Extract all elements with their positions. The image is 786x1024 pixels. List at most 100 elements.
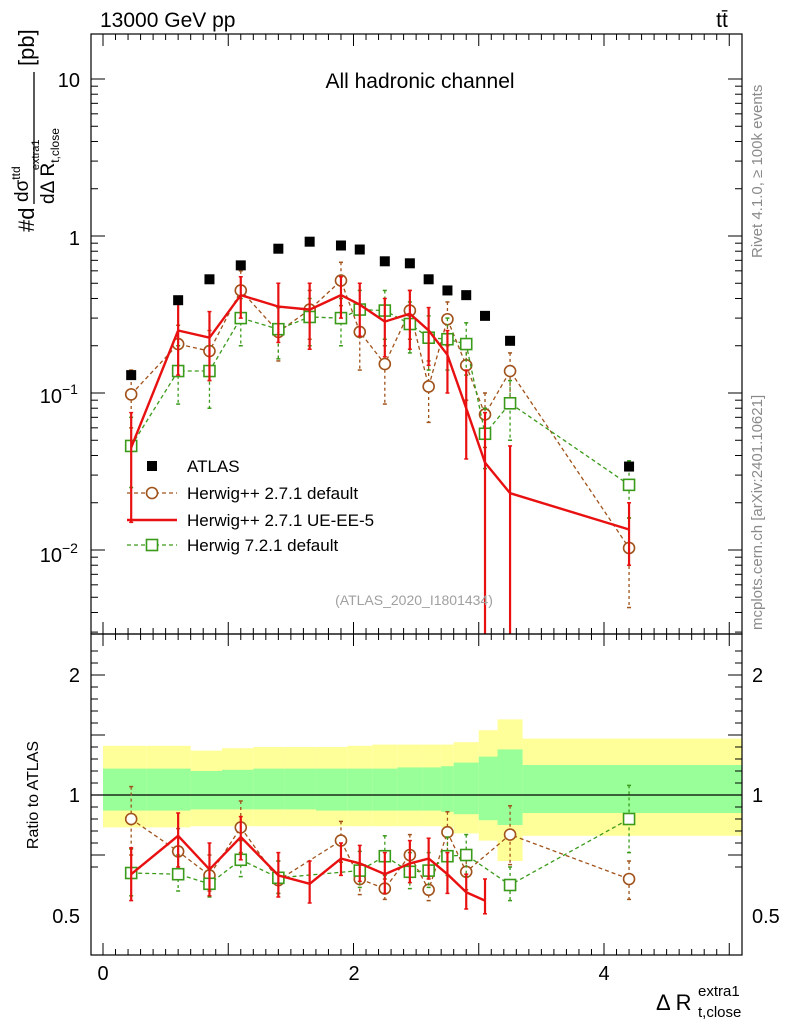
ytick-ratio-0.5: 0.5 <box>52 906 80 928</box>
band-green <box>190 771 222 810</box>
svg-text:[pb]: [pb] <box>14 29 39 66</box>
atlas-point <box>304 236 315 247</box>
svg-text:#d: #d <box>14 208 39 232</box>
svg-text:t,close: t,close <box>698 1004 741 1021</box>
band-green <box>397 767 423 811</box>
process-label: tt̄ <box>716 9 728 32</box>
band-green <box>253 768 285 810</box>
atlas-point <box>126 370 137 381</box>
ratio-herwigpp-default-line <box>130 818 630 892</box>
x-axis-label: Δ R extra1 t,close <box>656 983 741 1021</box>
band-green <box>146 768 191 811</box>
atlas-point <box>404 258 415 269</box>
ytick-top-1: 1 <box>69 228 80 250</box>
y-axis-label-ratio: Ratio to ATLAS <box>25 741 42 849</box>
legend-entry: ATLAS <box>147 457 240 476</box>
ytick-top-10: 10 <box>58 70 80 92</box>
atlas-point <box>505 335 516 346</box>
ytick-ratio-right-1: 1 <box>752 785 763 807</box>
ratio-herwig7-default-point <box>171 867 185 881</box>
atlas-point <box>480 310 491 321</box>
band-green <box>347 768 373 811</box>
legend-entry: Herwig++ 2.7.1 default <box>127 484 358 503</box>
atlas-point <box>423 274 434 285</box>
atlas-point <box>354 244 365 255</box>
herwigpp-default-point <box>422 380 435 393</box>
herwigpp-default-point <box>124 388 138 401</box>
svg-text:Δ R: Δ R <box>656 990 691 1015</box>
analysis-id: (ATLAS_2020_I1801434) <box>335 592 493 608</box>
ytick-ratio-right-0.5: 0.5 <box>752 906 780 928</box>
legend-label: ATLAS <box>187 457 240 476</box>
band-green <box>478 756 498 821</box>
ytick-ratio-right-2: 2 <box>752 665 763 687</box>
band-green <box>103 768 147 811</box>
herwigpp-default-line <box>130 279 630 549</box>
atlas-point <box>204 274 215 285</box>
energy-label: 13000 GeV pp <box>100 9 235 32</box>
ytick-top-0.1: 10 <box>40 386 62 408</box>
legend-marker <box>145 538 159 552</box>
y-axis-label-top: #d dσttd dΔ Rt,closeextra1 [pb] <box>9 29 62 232</box>
svg-text:extra1: extra1 <box>698 983 740 1000</box>
legend-entry: Herwig 7.2.1 default <box>127 536 338 555</box>
atlas-point <box>173 295 184 306</box>
ratio-herwig7-default-point <box>622 812 636 826</box>
herwig7-default-point <box>503 396 517 410</box>
legend-marker <box>147 461 157 471</box>
source-note: mcplots.cern.ch [arXiv:2401.10621] <box>749 395 766 630</box>
rivet-note: Rivet 4.1.0, ≥ 100k events <box>749 85 766 258</box>
herwigpp-ueee5-line <box>130 293 630 531</box>
band-green <box>372 768 398 811</box>
x-tick-labels: 0 2 4 <box>97 963 609 985</box>
atlas-point <box>335 240 346 251</box>
band-green <box>453 762 479 815</box>
ratio-plot-data <box>124 784 636 915</box>
band-green <box>422 767 442 811</box>
ytick-ratio-2: 2 <box>69 665 80 687</box>
legend-label: Herwig++ 2.7.1 UE-EE-5 <box>187 511 374 530</box>
atlas-point <box>235 260 246 271</box>
legend: ATLAS Herwig++ 2.7.1 default Herwig++ 2.7.… <box>127 457 374 555</box>
ratio-uncertainty-bands <box>103 719 742 861</box>
herwig7-default-point <box>459 337 473 351</box>
atlas-point <box>461 290 472 301</box>
main-plot-data <box>124 236 636 634</box>
herwigpp-default-point <box>503 364 517 378</box>
ratio-herwigpp-ueee5-line <box>130 834 486 902</box>
atlas-point <box>442 285 453 296</box>
ytick-top-0.01-exp: −2 <box>62 540 78 556</box>
legend-entry: Herwig++ 2.7.1 UE-EE-5 <box>127 511 374 530</box>
ratio-herwig7-default-point <box>459 848 473 862</box>
svg-text:dΔ Rt,closeextra1: dΔ Rt,closeextra1 <box>30 128 62 204</box>
svg-text:dσttd: dσttd <box>9 166 33 202</box>
ytick-top-0.01: 10 <box>40 545 62 567</box>
ytick-top-0.1-exp: −1 <box>62 381 78 397</box>
ytick-ratio-1: 1 <box>69 785 80 807</box>
xtick-4: 4 <box>598 963 609 985</box>
band-green <box>315 768 348 811</box>
band-green <box>522 765 742 813</box>
ratio-herwigpp-default-point <box>441 825 454 839</box>
ratio-herwig7-default-point <box>503 878 517 892</box>
ratio-y-tick-labels: 2 1 0.5 2 1 0.5 <box>52 665 780 928</box>
atlas-point <box>624 461 635 472</box>
xtick-2: 2 <box>348 963 359 985</box>
herwigpp-default-point <box>378 357 392 371</box>
ratio-herwigpp-default-point <box>503 828 517 841</box>
axis-ticks <box>91 34 742 955</box>
ratio-herwigpp-default-point <box>422 883 435 897</box>
band-green <box>441 766 454 812</box>
herwig7-default-point <box>622 478 636 492</box>
legend-label: Herwig++ 2.7.1 default <box>187 484 358 503</box>
legend-label: Herwig 7.2.1 default <box>187 536 338 555</box>
atlas-point <box>273 243 284 254</box>
band-green <box>221 769 254 810</box>
ratio-herwigpp-default-point <box>124 812 138 826</box>
legend-marker <box>145 486 159 500</box>
top-y-tick-labels: 10 1 10 −1 10 −2 <box>40 70 80 567</box>
herwig7-default-line <box>130 308 630 486</box>
xtick-0: 0 <box>97 963 108 985</box>
band-green <box>284 768 316 810</box>
